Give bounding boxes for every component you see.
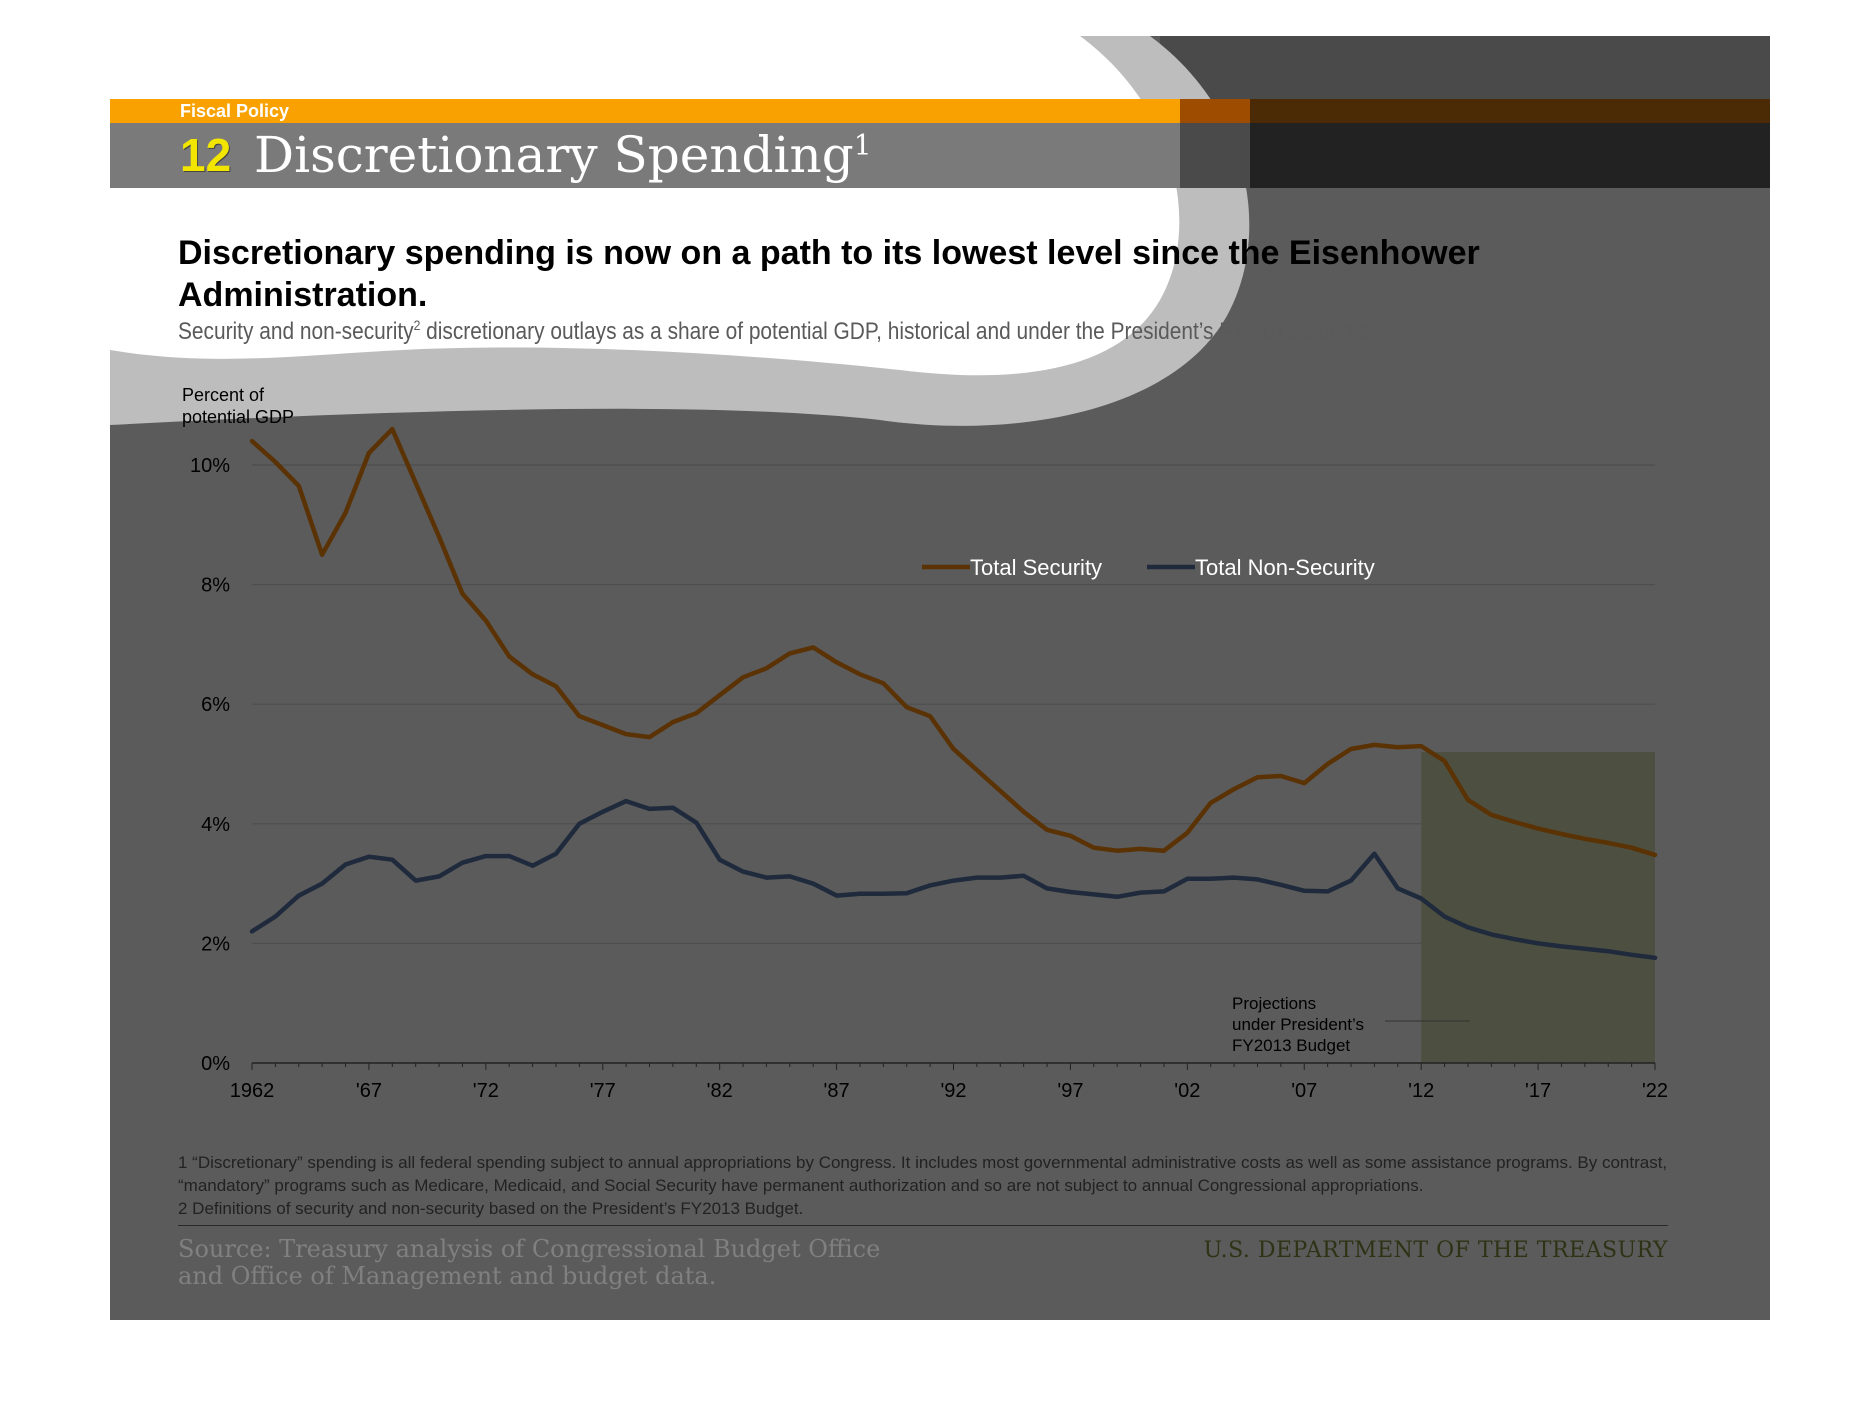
- subtitle-part2: discretionary outlays as a share of pote…: [420, 318, 1370, 345]
- y-tick-label: 8%: [201, 575, 230, 597]
- source-line-1: Source: Treasury analysis of Congression…: [178, 1235, 881, 1263]
- footnote-2: 2 Definitions of security and non-securi…: [178, 1199, 804, 1218]
- legend-label: Total Security: [970, 555, 1102, 580]
- x-tick-label: '97: [1057, 1080, 1083, 1102]
- projection-shade: [1421, 752, 1655, 1063]
- x-tick-label: '82: [707, 1080, 733, 1102]
- x-tick-label: '67: [356, 1080, 382, 1102]
- slide-title-note: 1: [853, 128, 872, 162]
- projection-line-2: under President’s: [1232, 1015, 1364, 1034]
- slide-title-text: Discretionary Spending: [254, 126, 854, 184]
- x-tick-label: 1962: [230, 1080, 275, 1102]
- x-tick-label: '12: [1408, 1080, 1434, 1102]
- x-tick-label: '22: [1642, 1080, 1668, 1102]
- legend: Total Security Total Non-Security: [922, 555, 1375, 580]
- footnote-1: 1 “Discretionary” spending is all federa…: [178, 1153, 1668, 1195]
- x-tick-label: '02: [1174, 1080, 1200, 1102]
- subtitle-part1: Security and non-security: [178, 318, 414, 345]
- x-tick-label: '07: [1291, 1080, 1317, 1102]
- x-axis: 1962 '67 '72 '77 '82 '87 '92 '97 '02 '07 '12 '17 '22: [230, 1062, 1668, 1102]
- slide-title: Discretionary Spending1: [254, 126, 872, 184]
- y-tick-label: 2%: [201, 933, 230, 955]
- headline: Discretionary spending is now on a path …: [178, 234, 1480, 314]
- orange-bar-dark: [1160, 99, 1770, 123]
- y-tick-labels: 0% 2% 4% 6% 8% 10%: [190, 455, 230, 1075]
- x-tick-label: '92: [940, 1080, 966, 1102]
- x-tick-label: '87: [824, 1080, 850, 1102]
- series-lines: [249, 426, 1658, 961]
- y-tick-label: 6%: [201, 694, 230, 716]
- footer-divider: [178, 1225, 1668, 1226]
- slide-number: 12: [180, 129, 232, 181]
- agency-name: U.S. DEPARTMENT OF THE TREASURY: [1203, 1238, 1668, 1263]
- title-bar-dark: [1160, 123, 1770, 188]
- source-line-2: and Office of Management and budget data…: [178, 1262, 717, 1290]
- section-label: Fiscal Policy: [180, 101, 290, 121]
- x-tick-label: '72: [473, 1080, 499, 1102]
- y-tick-label: 0%: [201, 1053, 230, 1075]
- projection-line-3: FY2013 Budget: [1232, 1036, 1351, 1055]
- y-tick-label: 10%: [190, 455, 230, 477]
- projection-annotation: Projections under President’s FY2013 Bud…: [1232, 993, 1364, 1056]
- y-axis-label: Percent of potential GDP: [182, 385, 295, 427]
- subtitle-note: 2: [413, 317, 421, 333]
- y-tick-label: 4%: [201, 814, 230, 836]
- source-note: Source: Treasury analysis of Congression…: [178, 1236, 880, 1290]
- x-tick-label: '77: [590, 1080, 616, 1102]
- legend-label: Total Non-Security: [1195, 555, 1375, 580]
- series-line-total-security: [249, 426, 1658, 858]
- chart-subtitle: Security and non-security2 discretionary…: [178, 317, 1370, 346]
- x-tick-label: '17: [1525, 1080, 1551, 1102]
- series-line-total-non-security: [249, 798, 1658, 961]
- projection-line-1: Projections: [1232, 994, 1317, 1013]
